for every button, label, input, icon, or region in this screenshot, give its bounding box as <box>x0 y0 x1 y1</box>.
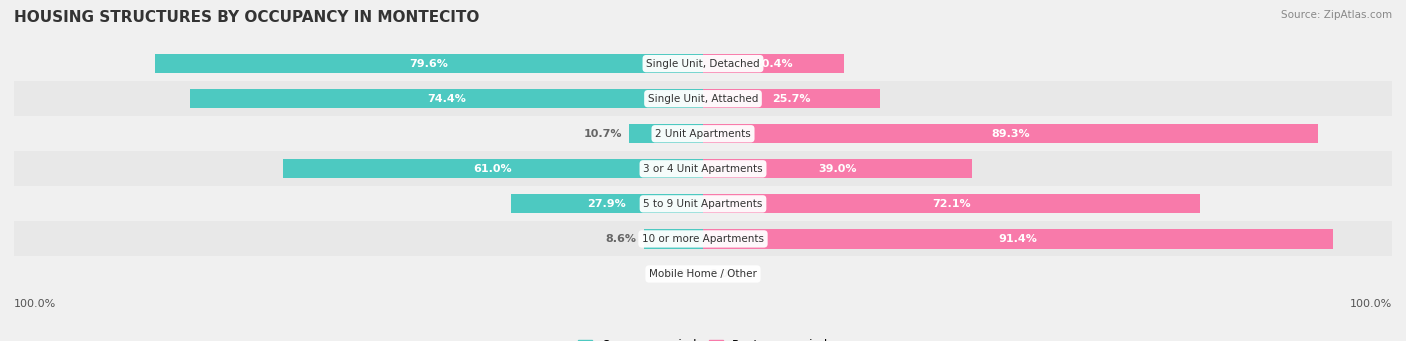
Bar <box>630 124 703 143</box>
Text: 5 to 9 Unit Apartments: 5 to 9 Unit Apartments <box>644 199 762 209</box>
Text: HOUSING STRUCTURES BY OCCUPANCY IN MONTECITO: HOUSING STRUCTURES BY OCCUPANCY IN MONTE… <box>14 10 479 25</box>
Text: 20.4%: 20.4% <box>754 59 793 69</box>
Text: 25.7%: 25.7% <box>772 94 811 104</box>
Text: 91.4%: 91.4% <box>998 234 1038 244</box>
Text: Single Unit, Detached: Single Unit, Detached <box>647 59 759 69</box>
Text: 8.6%: 8.6% <box>606 234 637 244</box>
Legend: Owner-occupied, Renter-occupied: Owner-occupied, Renter-occupied <box>572 335 834 341</box>
Bar <box>703 229 1333 249</box>
Text: 3 or 4 Unit Apartments: 3 or 4 Unit Apartments <box>643 164 763 174</box>
Text: 0.0%: 0.0% <box>710 269 741 279</box>
Bar <box>14 116 1392 151</box>
Bar <box>644 229 703 249</box>
Text: 100.0%: 100.0% <box>1350 298 1392 309</box>
Text: Single Unit, Attached: Single Unit, Attached <box>648 94 758 104</box>
Text: 79.6%: 79.6% <box>409 59 449 69</box>
Text: 0.0%: 0.0% <box>665 269 696 279</box>
Text: 10.7%: 10.7% <box>583 129 623 139</box>
Bar <box>14 46 1392 81</box>
Text: 74.4%: 74.4% <box>427 94 467 104</box>
Text: 10 or more Apartments: 10 or more Apartments <box>643 234 763 244</box>
Text: 61.0%: 61.0% <box>474 164 512 174</box>
Text: Mobile Home / Other: Mobile Home / Other <box>650 269 756 279</box>
Bar <box>14 186 1392 221</box>
Bar <box>14 256 1392 292</box>
Bar <box>155 54 703 73</box>
Text: 89.3%: 89.3% <box>991 129 1031 139</box>
Text: 72.1%: 72.1% <box>932 199 970 209</box>
Bar <box>703 159 972 178</box>
Bar <box>14 81 1392 116</box>
Text: 39.0%: 39.0% <box>818 164 856 174</box>
Bar <box>14 221 1392 256</box>
Bar <box>703 194 1199 213</box>
Bar <box>283 159 703 178</box>
Text: 100.0%: 100.0% <box>14 298 56 309</box>
Bar <box>703 54 844 73</box>
Text: Source: ZipAtlas.com: Source: ZipAtlas.com <box>1281 10 1392 20</box>
Text: 2 Unit Apartments: 2 Unit Apartments <box>655 129 751 139</box>
Bar <box>703 124 1319 143</box>
Bar <box>703 89 880 108</box>
Text: 27.9%: 27.9% <box>588 199 626 209</box>
Bar <box>14 151 1392 186</box>
Bar <box>510 194 703 213</box>
Bar <box>190 89 703 108</box>
